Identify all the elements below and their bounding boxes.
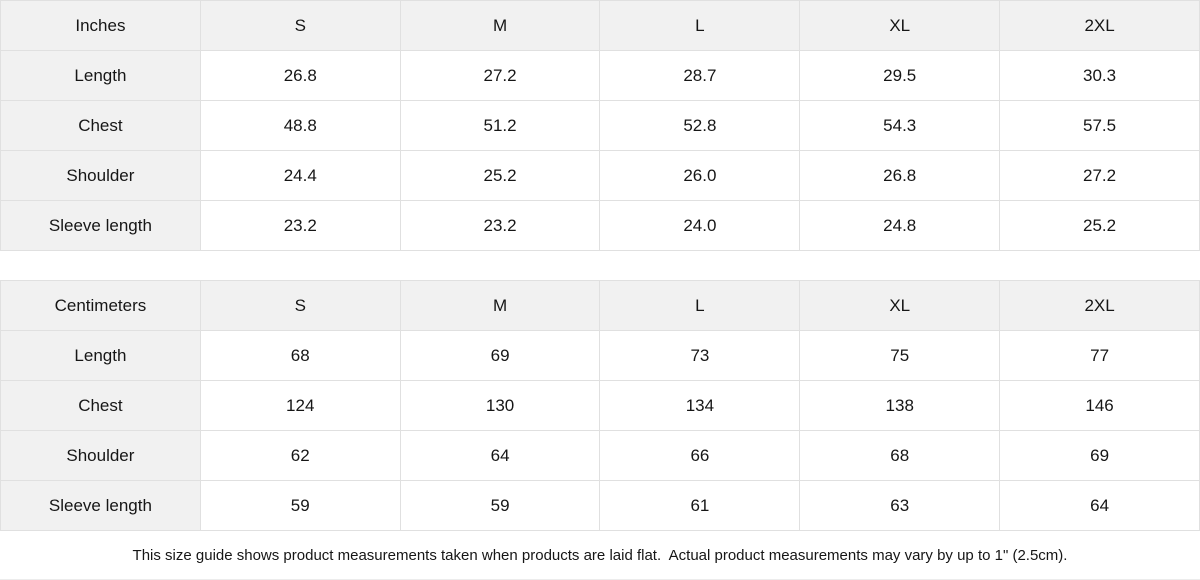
measurement-value-cell: 25.2	[999, 200, 1200, 251]
measurement-value-cell: 66	[599, 430, 801, 482]
table-row: Length 26.8 27.2 28.7 29.5 30.3	[0, 50, 1200, 101]
unit-header-cell: Inches	[0, 0, 201, 51]
measurement-value-cell: 24.0	[599, 200, 801, 251]
table-row: Length 68 69 73 75 77	[0, 330, 1200, 382]
measurement-value-cell: 54.3	[799, 100, 1001, 151]
measurement-value-cell: 57.5	[999, 100, 1200, 151]
size-header-cell: XL	[799, 280, 1001, 332]
measurement-value-cell: 138	[799, 380, 1001, 432]
table-row: Shoulder 24.4 25.2 26.0 26.8 27.2	[0, 150, 1200, 201]
size-table-header-row: Centimeters S M L XL 2XL	[0, 280, 1200, 332]
measurement-value-cell: 59	[399, 480, 601, 532]
table-row: Sleeve length 59 59 61 63 64	[0, 480, 1200, 532]
measurement-value-cell: 146	[999, 380, 1200, 432]
measurement-value-cell: 59	[199, 480, 401, 532]
measurement-value-cell: 48.8	[199, 100, 401, 151]
measurement-value-cell: 75	[799, 330, 1001, 382]
size-header-cell: 2XL	[999, 280, 1200, 332]
size-header-cell: S	[199, 0, 401, 51]
measurement-value-cell: 69	[399, 330, 601, 382]
size-table-inches: Inches S M L XL 2XL Length 26.8 27.2 28.7 29.5 30.…	[0, 0, 1200, 251]
measurement-value-cell: 26.8	[199, 50, 401, 101]
measurement-value-cell: 52.8	[599, 100, 801, 151]
size-table-header-row: Inches S M L XL 2XL	[0, 0, 1200, 51]
measurement-value-cell: 26.0	[599, 150, 801, 201]
measurement-value-cell: 51.2	[399, 100, 601, 151]
table-gap	[0, 251, 1200, 281]
measurement-label-cell: Length	[0, 50, 201, 101]
size-header-cell: 2XL	[999, 0, 1200, 51]
measurement-value-cell: 64	[399, 430, 601, 482]
measurement-label-cell: Length	[0, 330, 201, 382]
measurement-value-cell: 77	[999, 330, 1200, 382]
measurement-value-cell: 24.8	[799, 200, 1001, 251]
size-header-cell: S	[199, 280, 401, 332]
measurement-value-cell: 134	[599, 380, 801, 432]
unit-header-cell: Centimeters	[0, 280, 201, 332]
measurement-value-cell: 24.4	[199, 150, 401, 201]
size-header-cell: XL	[799, 0, 1001, 51]
measurement-value-cell: 68	[199, 330, 401, 382]
measurement-value-cell: 29.5	[799, 50, 1001, 101]
size-table-centimeters: Centimeters S M L XL 2XL Length 68 69 73 75 77 Ches…	[0, 280, 1200, 532]
measurement-value-cell: 23.2	[199, 200, 401, 251]
measurement-value-cell: 26.8	[799, 150, 1001, 201]
measurement-value-cell: 124	[199, 380, 401, 432]
measurement-value-cell: 25.2	[399, 150, 601, 201]
measurement-label-cell: Chest	[0, 100, 201, 151]
size-header-cell: M	[399, 0, 601, 51]
table-row: Sleeve length 23.2 23.2 24.0 24.8 25.2	[0, 200, 1200, 251]
footer-note: This size guide shows product measuremen…	[0, 531, 1200, 580]
measurement-value-cell: 27.2	[399, 50, 601, 101]
table-row: Shoulder 62 64 66 68 69	[0, 430, 1200, 482]
size-header-cell: L	[599, 280, 801, 332]
table-row: Chest 48.8 51.2 52.8 54.3 57.5	[0, 100, 1200, 151]
measurement-label-cell: Chest	[0, 380, 201, 432]
measurement-value-cell: 23.2	[399, 200, 601, 251]
measurement-value-cell: 27.2	[999, 150, 1200, 201]
size-header-cell: M	[399, 280, 601, 332]
measurement-value-cell: 64	[999, 480, 1200, 532]
measurement-value-cell: 30.3	[999, 50, 1200, 101]
measurement-value-cell: 73	[599, 330, 801, 382]
size-header-cell: L	[599, 0, 801, 51]
measurement-label-cell: Sleeve length	[0, 200, 201, 251]
measurement-label-cell: Sleeve length	[0, 480, 201, 532]
measurement-value-cell: 69	[999, 430, 1200, 482]
measurement-label-cell: Shoulder	[0, 150, 201, 201]
measurement-value-cell: 63	[799, 480, 1001, 532]
measurement-label-cell: Shoulder	[0, 430, 201, 482]
measurement-value-cell: 28.7	[599, 50, 801, 101]
measurement-value-cell: 68	[799, 430, 1001, 482]
measurement-value-cell: 130	[399, 380, 601, 432]
measurement-value-cell: 62	[199, 430, 401, 482]
table-row: Chest 124 130 134 138 146	[0, 380, 1200, 432]
measurement-value-cell: 61	[599, 480, 801, 532]
